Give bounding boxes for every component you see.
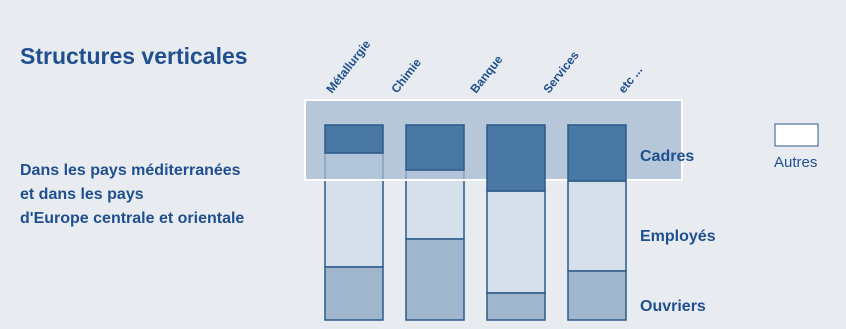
legend-label: Autres <box>774 154 817 171</box>
segment <box>486 124 546 192</box>
description-line: Dans les pays méditerranées <box>20 162 241 179</box>
top-segments <box>324 124 627 192</box>
segment <box>486 190 546 294</box>
segment <box>405 238 465 321</box>
segment <box>324 266 384 321</box>
segment <box>567 270 627 321</box>
layer-label: Employés <box>640 228 716 245</box>
segment <box>486 292 546 321</box>
description-line: et dans les pays <box>20 186 144 203</box>
layer-label: Cadres <box>640 148 694 165</box>
legend-swatch <box>774 123 819 147</box>
segment <box>324 124 384 154</box>
segment <box>567 180 627 272</box>
title: Structures verticales <box>20 43 248 69</box>
segment <box>405 124 465 171</box>
layer-label: Ouvriers <box>640 298 706 315</box>
description-line: d'Europe centrale et orientale <box>20 210 244 227</box>
segment <box>567 124 627 182</box>
